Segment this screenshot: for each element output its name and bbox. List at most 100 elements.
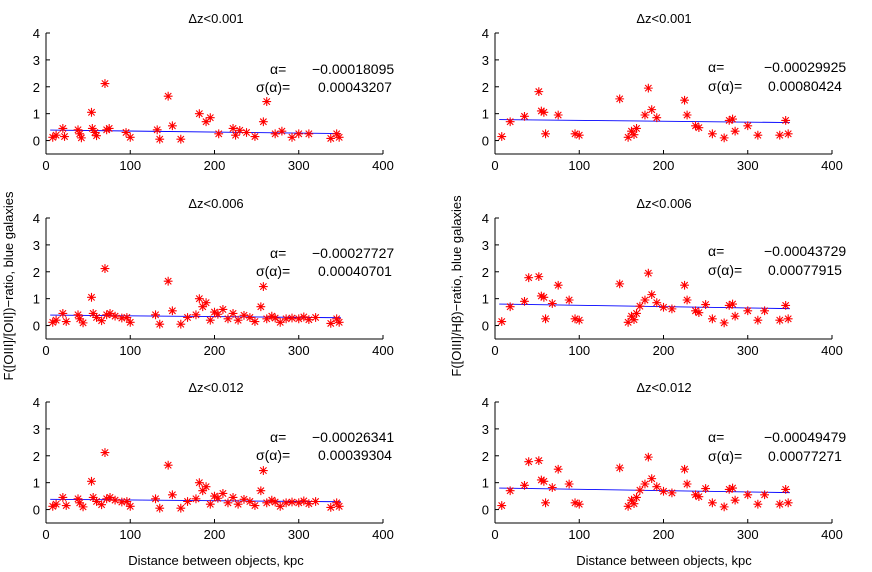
data-point-marker [121,128,131,137]
data-point-marker [267,495,277,505]
data-point-marker [667,304,677,314]
data-point-marker [78,502,88,512]
data-point-marker [652,298,662,308]
data-point-marker [553,110,563,120]
data-point-marker [694,123,704,133]
data-point-marker [151,310,160,320]
data-point-marker [183,313,192,322]
y-tick-label: 2 [482,265,489,280]
y-tick-label: 0 [482,503,489,518]
panel-top-left: Δz<0.001 0 100 200 300 400 0 1 2 3 4 α= −0.000180… [33,11,395,173]
data-point-marker [728,299,737,309]
data-point-marker [155,503,165,513]
data-point-marker [270,497,280,507]
alpha-label: α= [708,243,724,259]
data-point-marker [643,452,653,462]
data-point-marker [541,129,550,139]
data-point-marker [250,132,260,141]
alpha-label: α= [708,429,724,445]
data-point-marker [287,497,297,507]
alpha-value: −0.00027727 [312,245,394,261]
data-point-marker [623,317,633,327]
alpha-value: −0.00043729 [764,243,846,259]
data-point-marker [294,498,304,508]
data-point-marker [643,83,653,93]
y-axis-label-right: F([OIII]/Hβ)−ratio, blue galaxies [449,195,464,377]
data-point-marker [541,314,550,324]
data-point-marker [643,268,653,278]
y-tick-label: 4 [482,211,489,226]
data-point-marker [51,499,61,509]
data-point-marker [615,463,625,473]
data-point-marker [92,497,101,506]
data-point-marker [205,499,215,509]
data-point-marker [75,129,85,139]
data-point-marker [753,499,763,509]
x-tick-label: 0 [491,158,498,173]
data-point-marker [520,296,529,306]
data-point-marker [205,315,215,325]
data-point-marker [218,305,228,314]
sigma-value: 0.00080424 [768,78,842,94]
sigma-label: σ(α)= [708,262,742,278]
data-point-marker [201,482,211,492]
data-point-marker [539,107,549,117]
alpha-value: −0.00018095 [312,61,394,77]
data-point-marker [615,94,625,104]
alpha-label: α= [708,59,724,75]
data-point-marker [534,87,544,97]
y-tick-label: 2 [482,449,489,464]
data-point-marker [102,125,112,135]
data-point-marker [205,113,215,123]
y-tick-label: 2 [33,449,40,464]
x-tick-label: 200 [653,343,675,358]
data-point-marker [781,484,791,494]
data-point-marker [218,489,228,498]
alpha-label: α= [270,429,286,445]
panel-title: Δz<0.006 [188,196,243,211]
x-tick-label: 300 [288,527,310,542]
data-point-marker [640,479,650,489]
data-point-marker [258,117,268,127]
data-point-marker [520,480,529,490]
data-point-marker [277,126,287,136]
data-point-marker [223,498,233,508]
data-point-marker [682,295,692,305]
data-point-marker [245,497,255,506]
data-point-marker [652,113,662,123]
data-point-marker [88,493,98,502]
data-point-marker [155,134,165,144]
sigma-value: 0.00077915 [768,262,842,278]
x-tick-label: 100 [568,343,590,358]
data-point-marker [632,309,641,318]
sigma-label: σ(α)= [708,78,742,94]
y-tick-label: 4 [33,395,40,410]
x-tick-label: 0 [42,158,49,173]
x-tick-label: 0 [491,527,498,542]
data-point-marker [231,130,240,140]
data-point-marker [102,310,112,320]
x-tick-label: 200 [204,527,226,542]
data-point-marker [682,110,692,120]
data-point-marker [627,311,636,321]
data-point-marker [256,302,266,312]
data-point-marker [104,124,114,133]
data-point-marker [635,485,645,495]
y-tick-label: 4 [33,26,40,41]
data-point-marker [262,314,272,324]
x-tick-label: 300 [737,343,759,358]
data-point-marker [58,309,68,318]
data-point-marker [73,310,83,320]
x-tick-label: 200 [204,158,226,173]
data-point-marker [707,129,717,139]
x-tick-label: 400 [372,527,394,542]
sigma-value: 0.00077271 [768,448,842,464]
x-tick-label: 400 [372,158,394,173]
data-point-marker [270,129,280,139]
data-point-marker [87,124,97,133]
data-point-marker [680,280,689,290]
data-point-marker [201,298,211,308]
y-tick-label: 0 [33,134,40,149]
data-point-marker [281,314,291,324]
data-point-marker [233,315,243,325]
